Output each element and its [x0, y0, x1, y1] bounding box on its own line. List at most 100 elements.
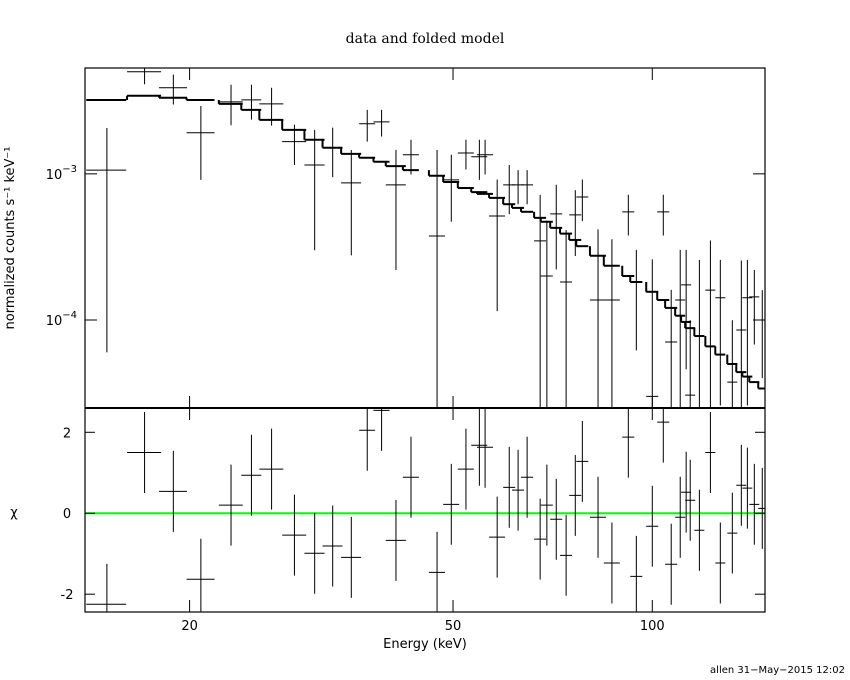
- residual-point: [489, 496, 506, 578]
- residual-point: [622, 408, 635, 478]
- x-tick-label: 50: [445, 619, 462, 634]
- data-point: [742, 259, 753, 406]
- data-point: [476, 139, 494, 175]
- y-tick-label: 2: [63, 426, 71, 441]
- residual-point: [322, 505, 343, 587]
- data-point: [359, 109, 376, 142]
- data-point: [622, 194, 635, 236]
- data-point: [534, 194, 547, 408]
- data-point: [186, 106, 215, 180]
- residual-point: [560, 514, 573, 596]
- residual-point: [359, 408, 376, 471]
- data-point: [576, 179, 589, 222]
- residual-point: [241, 434, 262, 516]
- tick-base: 10: [46, 314, 63, 329]
- data-point: [373, 109, 390, 137]
- data-point: [304, 129, 325, 251]
- residual-point: [259, 428, 284, 510]
- data-point: [385, 149, 406, 270]
- data-point: [630, 249, 643, 351]
- residual-point: [603, 522, 620, 604]
- residual-point: [127, 412, 162, 493]
- data-point: [589, 229, 606, 408]
- tick-base: 10: [46, 168, 63, 183]
- tick-exponent: −3: [62, 164, 77, 175]
- residual-point: [534, 498, 547, 580]
- residual-point: [402, 436, 419, 518]
- data-point: [158, 74, 188, 105]
- data-point: [665, 289, 678, 408]
- y-tick-label: -2: [61, 588, 74, 603]
- data-point: [603, 239, 620, 408]
- residual-point: [646, 485, 659, 567]
- data-point: [457, 139, 474, 170]
- residual-point: [457, 428, 474, 510]
- data-point: [675, 249, 686, 408]
- residual-point: [630, 535, 643, 612]
- residual-point: [715, 522, 726, 604]
- residual-point: [589, 476, 606, 558]
- data-point: [560, 230, 573, 408]
- chart-title: data and folded model: [346, 31, 505, 47]
- y-tick-label: 10−3: [46, 164, 77, 183]
- top-panel: [86, 68, 765, 408]
- residual-point: [749, 463, 760, 545]
- data-point: [521, 170, 534, 205]
- residual-point: [304, 512, 325, 594]
- data-point: [241, 84, 262, 120]
- x-axis-label: Energy (keV): [383, 637, 467, 652]
- residual-point: [694, 489, 705, 571]
- residual-point: [373, 408, 390, 451]
- residual-point: [521, 436, 534, 518]
- residual-point: [341, 516, 362, 598]
- footer: allen 31−May−2015 12:02: [710, 665, 845, 676]
- x-tick-label: 20: [181, 619, 198, 634]
- data-point: [736, 260, 747, 408]
- residual-point: [218, 464, 243, 546]
- data-point: [341, 149, 362, 256]
- data-point: [657, 194, 670, 236]
- residual-point: [705, 412, 716, 493]
- residual-point: [576, 420, 589, 502]
- data-point: [569, 190, 582, 257]
- residual-point: [685, 459, 696, 541]
- y-axis-label: χ: [10, 506, 18, 521]
- data-point: [685, 320, 696, 408]
- data-point: [705, 240, 716, 408]
- residual-point: [657, 408, 670, 463]
- data-point: [428, 150, 445, 408]
- residual-point: [476, 408, 494, 488]
- residual-point: [86, 563, 127, 612]
- data-point: [218, 84, 243, 126]
- data-point: [489, 179, 506, 312]
- data-point: [282, 124, 307, 165]
- residual-point: [736, 444, 747, 526]
- data-point: [443, 154, 460, 222]
- residual-point: [569, 454, 582, 536]
- data-point: [646, 259, 659, 408]
- data-point: [259, 87, 284, 126]
- data-point: [715, 259, 726, 406]
- data-point: [127, 68, 162, 85]
- tick-exponent: −4: [62, 310, 77, 321]
- y-axis-label: normalized counts s⁻¹ keV⁻¹: [3, 147, 18, 330]
- data-point: [512, 170, 525, 205]
- data-point: [681, 249, 692, 370]
- residual-point: [428, 531, 445, 612]
- data-point: [540, 220, 553, 408]
- residual-point: [727, 492, 738, 574]
- residual-point: [681, 451, 692, 533]
- residual-point: [675, 476, 686, 558]
- residual-point: [158, 450, 188, 532]
- x-tick-label: 100: [640, 619, 665, 634]
- data-point: [503, 164, 516, 215]
- data-point: [86, 127, 127, 353]
- frame: [84, 67, 766, 613]
- residual-point: [665, 523, 678, 605]
- residual-point: [742, 447, 753, 529]
- residual-point: [512, 449, 525, 531]
- residual-point: [540, 464, 553, 546]
- data-point: [322, 127, 343, 178]
- residual-point: [385, 499, 406, 581]
